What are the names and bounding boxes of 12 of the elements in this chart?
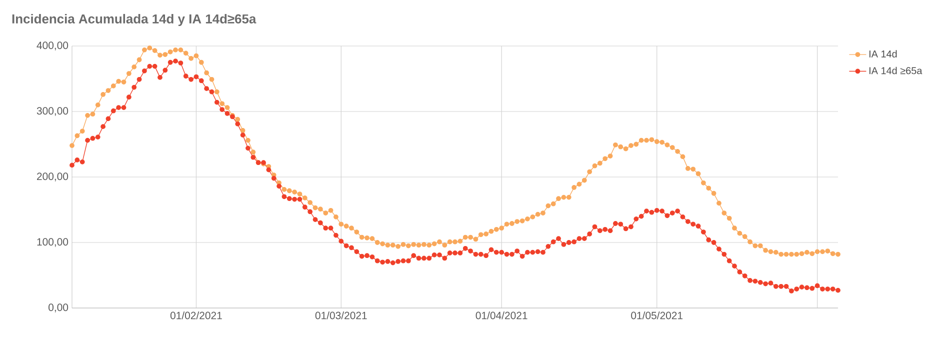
x-tick-label: 01/02/2021 (170, 312, 222, 320)
x-tick-label: 01/04/2021 (476, 312, 528, 320)
legend-label: IA 14d (869, 50, 897, 58)
y-tick-label: 200,00 (37, 172, 68, 182)
x-tick-label: 01/03/2021 (315, 312, 367, 320)
legend-label: IA 14d ≥65a (869, 66, 922, 74)
y-tick-label: 300,00 (36, 107, 68, 116)
chart-title: Incidencia Acumulada 14d y IA 14d≥65a (12, 14, 256, 26)
y-tick-label: 400,00 (36, 42, 68, 50)
x-tick-label: 01/05/2021 (631, 312, 683, 320)
y-tick-label: 0,00 (48, 304, 68, 312)
y-tick-label: 100,00 (37, 238, 68, 247)
